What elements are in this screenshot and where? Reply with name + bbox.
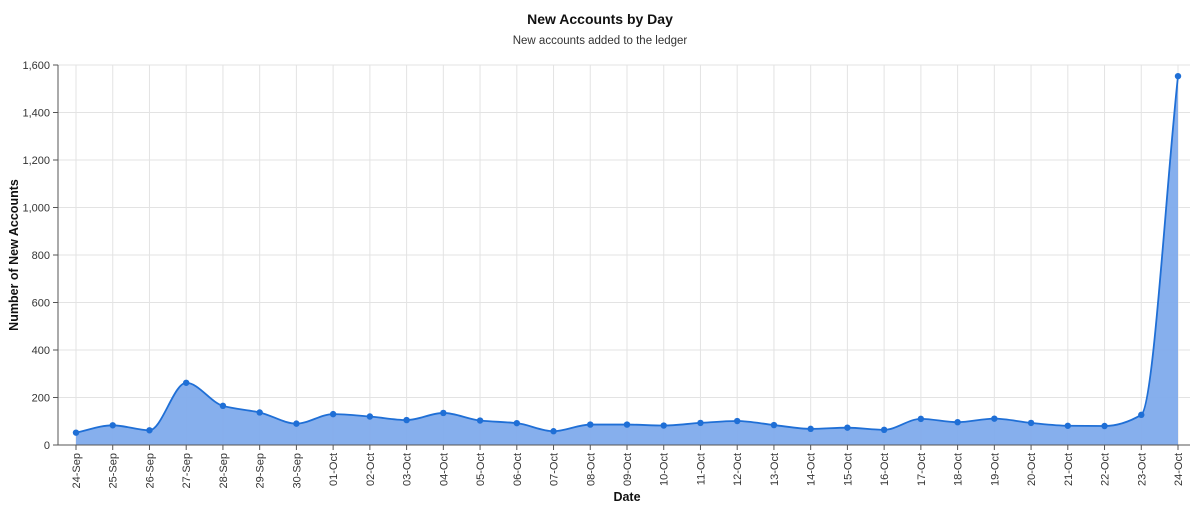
- data-point: [183, 379, 190, 386]
- x-tick-label: 17-Oct: [916, 453, 928, 486]
- x-tick-label: 23-Oct: [1136, 453, 1148, 486]
- data-point: [256, 409, 263, 416]
- data-point: [1138, 411, 1145, 419]
- data-point: [844, 424, 851, 431]
- x-tick-label: 20-Oct: [1026, 453, 1038, 486]
- data-point: [807, 425, 814, 433]
- y-tick-label: 1,400: [22, 108, 50, 120]
- y-tick-label: 1,200: [22, 155, 50, 167]
- x-axis-label: Date: [613, 490, 640, 504]
- y-tick-label: 1,600: [22, 60, 50, 72]
- x-tick-label: 29-Sep: [255, 453, 267, 488]
- x-tick-label: 27-Sep: [181, 453, 193, 488]
- data-point: [880, 426, 888, 433]
- data-point: [293, 420, 300, 427]
- y-tick-label: 600: [32, 298, 50, 310]
- x-tick-label: 05-Oct: [475, 453, 487, 486]
- x-tick-label: 19-Oct: [989, 453, 1001, 486]
- data-point: [219, 402, 227, 410]
- x-tick-label: 03-Oct: [402, 453, 414, 486]
- data-point: [734, 417, 741, 425]
- data-point: [991, 415, 998, 422]
- y-tick-label: 400: [32, 345, 50, 357]
- x-tick-label: 06-Oct: [512, 453, 524, 486]
- chart-subtitle: New accounts added to the ledger: [512, 35, 688, 47]
- y-tick-label: 0: [44, 440, 50, 452]
- x-tick-label: 04-Oct: [438, 453, 450, 486]
- data-point: [917, 415, 925, 423]
- data-point: [1027, 419, 1035, 427]
- data-point: [1064, 422, 1072, 429]
- data-point: [954, 419, 961, 426]
- x-tick-label: 09-Oct: [622, 453, 634, 486]
- y-axis-label: Number of New Accounts: [7, 179, 21, 331]
- x-tick-label: 16-Oct: [879, 453, 891, 486]
- data-point: [623, 421, 631, 428]
- x-tick-label: 13-Oct: [769, 453, 781, 486]
- x-tick-label: 08-Oct: [585, 453, 597, 486]
- x-tick-label: 26-Sep: [144, 453, 156, 488]
- x-tick-label: 28-Sep: [218, 453, 230, 488]
- data-point: [513, 419, 520, 427]
- x-tick-label: 15-Oct: [842, 453, 854, 486]
- x-tick-label: 22-Oct: [1100, 453, 1112, 486]
- x-tick-label: 30-Sep: [291, 453, 303, 488]
- x-tick-label: 02-Oct: [365, 453, 377, 486]
- chart-title: New Accounts by Day: [527, 11, 673, 27]
- data-point: [660, 422, 667, 429]
- x-tick-label: 12-Oct: [732, 453, 744, 486]
- data-point: [770, 421, 778, 429]
- x-tick-label: 24-Sep: [71, 453, 83, 488]
- x-tick-label: 14-Oct: [806, 453, 818, 486]
- data-point: [550, 428, 557, 435]
- data-point: [476, 417, 484, 424]
- data-point: [440, 409, 447, 417]
- x-tick-label: 25-Sep: [108, 453, 120, 488]
- data-point: [697, 419, 704, 427]
- x-tick-label: 11-Oct: [695, 453, 707, 485]
- y-tick-label: 800: [32, 250, 50, 262]
- data-point: [587, 421, 594, 428]
- x-tick-label: 18-Oct: [953, 453, 965, 486]
- data-point: [109, 422, 116, 429]
- data-point: [146, 427, 153, 434]
- x-tick-label: 24-Oct: [1173, 453, 1185, 486]
- x-tick-label: 10-Oct: [659, 453, 671, 486]
- y-tick-label: 200: [32, 393, 50, 405]
- data-point: [329, 410, 337, 418]
- data-point: [403, 416, 410, 424]
- data-point: [1101, 422, 1108, 430]
- series-area: [76, 76, 1178, 445]
- y-tick-label: 1,000: [22, 203, 50, 215]
- x-tick-label: 07-Oct: [549, 453, 561, 486]
- x-tick-label: 01-Oct: [328, 453, 340, 486]
- x-tick-label: 21-Oct: [1063, 453, 1075, 486]
- data-point: [1174, 72, 1182, 80]
- data-point: [366, 413, 374, 420]
- data-point: [72, 429, 80, 436]
